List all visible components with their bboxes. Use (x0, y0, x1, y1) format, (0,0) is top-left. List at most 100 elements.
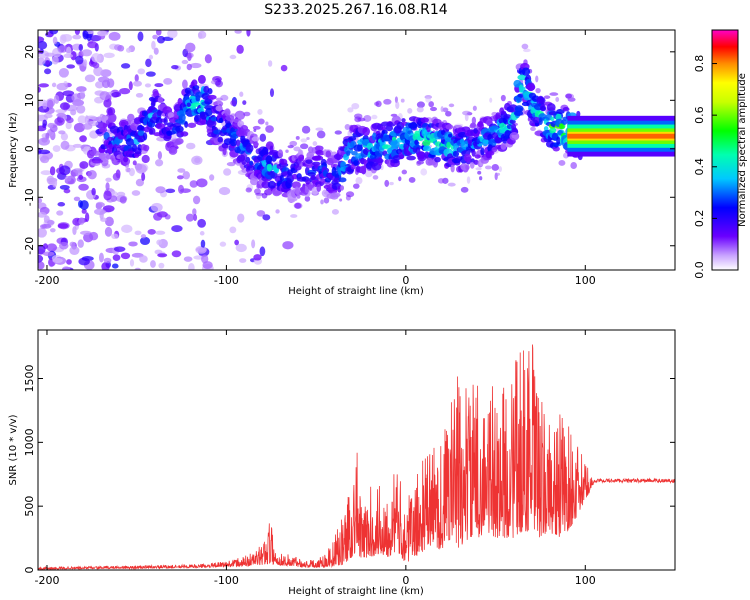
spectrogram-noise-blob (79, 230, 92, 236)
spectrogram-noise-blob (204, 54, 212, 64)
spectrogram-noise-blob (87, 41, 98, 49)
spectrogram-noise-blob (38, 125, 47, 132)
spectrogram-noise-blob (188, 263, 195, 270)
spectrogram-noise-blob (94, 208, 106, 215)
spectrogram-noise-blob (395, 101, 400, 110)
spectrogram-noise-blob (158, 262, 165, 269)
spectrogram-ridge-blob (540, 106, 547, 112)
spectrogram-noise-blob (287, 145, 294, 149)
spectrogram-noise-blob (269, 88, 275, 97)
spectrogram-noise-blob (42, 119, 48, 127)
spectrogram-noise-blob (339, 198, 343, 202)
spectrogram-noise-blob (167, 30, 178, 39)
spectrogram-noise-blob (312, 141, 318, 146)
spectrogram-ridge-blob (305, 159, 313, 164)
spectrogram-noise-blob (197, 218, 207, 228)
colorbar-tick-label: 0.8 (693, 55, 706, 73)
spectrogram-noise-blob (92, 62, 100, 69)
spectrogram-noise-blob (76, 104, 86, 114)
spectrogram-noise-blob (334, 130, 342, 135)
spectrogram-noise-blob (81, 49, 93, 57)
spectrogram-ridge-blob (348, 136, 357, 141)
spectrogram-noise-blob (148, 54, 154, 60)
spectrogram-noise-blob (523, 48, 531, 53)
spectrogram-noise-blob (139, 255, 148, 263)
spectrogram-noise-blob (416, 101, 425, 108)
spectrogram-noise-blob (120, 63, 131, 69)
spectrogram-ridge-blob (308, 182, 314, 191)
spectrogram-noise-blob (38, 86, 41, 93)
spectrogram-ridge-blob (503, 114, 512, 119)
spectrogram-noise-blob (275, 209, 280, 214)
spectrogram-noise-blob (117, 45, 125, 52)
spectrogram-noise-blob (189, 180, 198, 188)
spectrogram-noise-blob (259, 246, 266, 257)
spectrogram-noise-blob (280, 64, 288, 72)
spectrogram-noise-blob (57, 202, 66, 207)
spectrogram-noise-blob (535, 75, 539, 83)
snr-panel: -200 -100 0 100 0 500 1000 1500 Height of stra… (8, 329, 676, 597)
spectrogram-noise-blob (239, 91, 244, 97)
top-y-tick-label: 0 (23, 145, 36, 152)
spectrogram-noise-blob (128, 167, 135, 177)
spectrogram-noise-blob (89, 150, 101, 156)
spectrogram-noise-blob (442, 107, 449, 113)
spectrogram-noise-blob (101, 262, 110, 270)
spectrogram-noise-blob (555, 97, 560, 103)
spectrogram-noise-blob (234, 30, 242, 34)
spectrogram-noise-blob (475, 167, 482, 171)
spectrogram-noise-blob (44, 52, 55, 57)
spectrogram-noise-blob (56, 82, 69, 91)
spectrogram-noise-blob (267, 60, 273, 67)
spectrogram-noise-blob (154, 83, 164, 88)
spectrogram-ridge-blob (261, 180, 271, 189)
spectrogram-ridge-blob (235, 139, 241, 147)
top-y-tick-label: -20 (23, 237, 36, 255)
spectrogram-ridge-blob (96, 116, 102, 123)
spectrogram-noise-blob (304, 195, 311, 202)
spectrogram-noise-blob (185, 42, 196, 53)
spectrogram-noise-blob (62, 90, 75, 97)
spectrogram-noise-blob (448, 103, 455, 108)
spectrogram-ridge-blob (549, 127, 557, 134)
spectrogram-noise-blob (401, 169, 408, 175)
spectrogram-noise-blob (171, 250, 182, 258)
spectrogram-ridge-blob (143, 126, 150, 133)
spectrogram-ridge-blob (137, 130, 145, 136)
spectrogram-ridge-blob (314, 145, 324, 152)
colorbar-label: Normalized spectral amplitude (737, 73, 748, 227)
top-x-tick-label: 0 (402, 274, 409, 287)
spectrogram-ridge-blob (143, 144, 150, 152)
spectrogram-noise-blob (78, 174, 84, 180)
spectrogram-noise-blob (105, 182, 110, 191)
spectrogram-ridge-blob (107, 136, 114, 141)
spectrogram-noise-blob (45, 60, 51, 68)
spectrogram-noise-blob (38, 227, 47, 238)
spectrogram-noise-blob (477, 170, 482, 175)
spectrogram-ridge-blob (253, 141, 259, 147)
spectrogram-ridge-blob (500, 142, 507, 150)
spectrogram-noise-blob (154, 249, 163, 255)
spectrogram-noise-blob (243, 111, 251, 117)
spectrogram-ridge-blob (204, 98, 213, 105)
spectrogram-noise-blob (156, 35, 166, 44)
chart-title: S233.2025.267.16.08.R14 (264, 2, 447, 18)
spectrogram-noise-blob (76, 86, 87, 93)
spectrogram-ridge-blob (175, 138, 184, 145)
bottom-x-axis-label: Height of straight line (km) (288, 586, 424, 597)
spectrogram-noise-blob (416, 106, 424, 113)
bottom-y-tick-label: 1000 (23, 428, 36, 456)
spectrogram-noise-blob (347, 107, 354, 113)
spectrogram-noise-blob (38, 149, 51, 155)
spectrogram-noise-blob (253, 128, 257, 132)
spectrogram-noise-blob (196, 178, 208, 188)
spectrogram-ridge-blob (353, 160, 359, 166)
spectrogram-noise-blob (140, 236, 151, 246)
spectrogram-noise-blob (215, 97, 224, 101)
spectrogram-ridge-blob (191, 79, 198, 87)
spectrogram-noise-blob (108, 31, 121, 41)
bottom-y-tick-label: 500 (23, 496, 36, 517)
spectrogram-noise-blob (62, 266, 71, 270)
spectrogram-ridge-blob (374, 158, 384, 164)
spectrogram-noise-blob (408, 177, 416, 183)
